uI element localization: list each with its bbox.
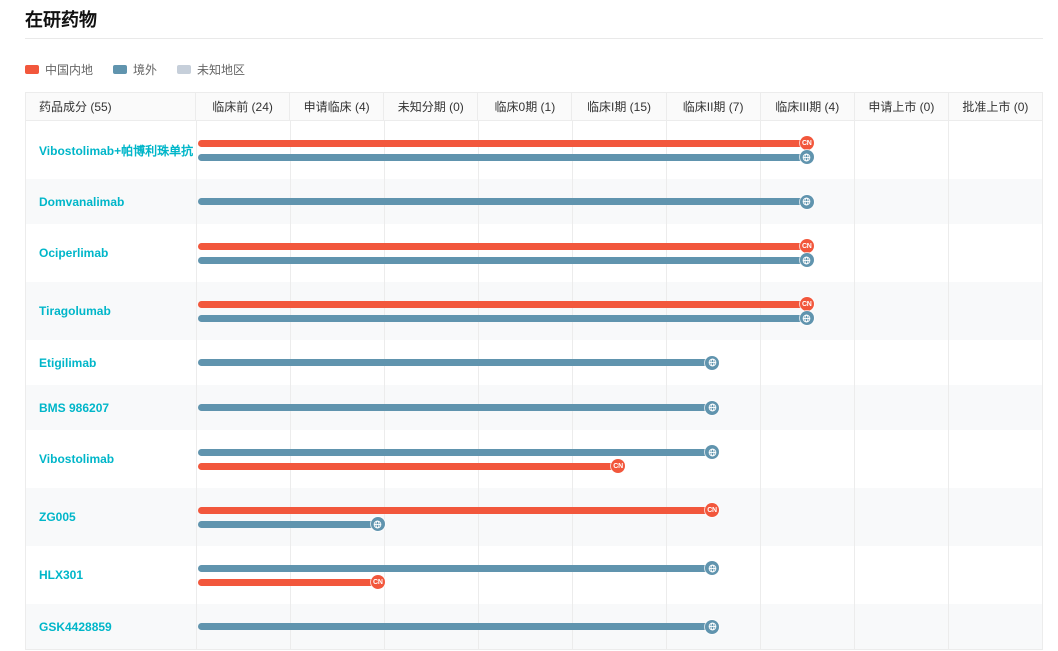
table-row: HLX301 CN [26,546,1042,604]
drug-link[interactable]: Vibostolimab [39,452,115,466]
pipeline-table: 药品成分 (55) 临床前 (24) 申请临床 (4) 未知分期 (0) 临床0期 (… [25,92,1043,650]
cn-phase-bar[interactable]: CN [198,239,814,253]
globe-icon [370,517,385,531]
drug-name-cell: Etigilimab [26,340,196,385]
table-row: ZG005 CN [26,488,1042,546]
overseas-phase-bar[interactable] [198,400,720,415]
table-body: Vibostolimab+帕博利珠单抗 CN Domvanalimab Ociperl… [26,121,1042,649]
legend-label-mainland-china: 中国内地 [45,62,94,77]
phase-column-header: 申请上市 (0) [855,93,949,120]
drug-name-cell: Vibostolimab+帕博利珠单抗 [26,121,196,179]
phase-bars-cell: CN [196,546,1042,604]
cn-phase-bar[interactable]: CN [198,459,626,473]
drug-link[interactable]: HLX301 [39,568,84,582]
globe-icon [705,355,720,370]
table-header: 药品成分 (55) 临床前 (24) 申请临床 (4) 未知分期 (0) 临床0期 (… [26,93,1042,121]
drug-link[interactable]: Etigilimab [39,355,97,370]
phase-bars-cell: CN [196,224,1042,282]
globe-icon [799,311,814,325]
overseas-phase-bar[interactable] [198,517,385,531]
phase-bars-cell: CN [196,430,1042,488]
phase-column-header: 临床前 (24) [196,93,291,120]
overseas-phase-bar[interactable] [198,311,814,325]
globe-icon [705,619,720,634]
table-row: GSK4428859 [26,604,1042,649]
overseas-phase-bar[interactable] [198,561,720,575]
phase-column-header: 临床I期 (15) [572,93,667,120]
drug-link[interactable]: Ociperlimab [39,246,109,260]
cn-phase-bar[interactable]: CN [198,136,814,150]
drug-name-cell: GSK4428859 [26,604,196,649]
drug-name-cell: HLX301 [26,546,196,604]
phase-column-header: 临床II期 (7) [667,93,761,120]
table-row: Ociperlimab CN [26,224,1042,282]
page-title: 在研药物 [25,10,97,30]
drug-link[interactable]: Vibostolimab+帕博利珠单抗 [39,143,194,158]
phase-bars-cell [196,385,1042,430]
globe-icon [799,253,814,267]
table-row: Tiragolumab CN [26,282,1042,340]
phase-bars-cell: CN [196,282,1042,340]
legend-swatch-overseas-icon [113,64,128,74]
table-row: Vibostolimab CN [26,430,1042,488]
phase-column-header: 临床III期 (4) [761,93,855,120]
drug-name-cell: BMS 986207 [26,385,196,430]
drug-name-cell: Domvanalimab [26,179,196,224]
legend-item-overseas[interactable]: 境外 [113,61,157,78]
overseas-phase-bar[interactable] [198,194,814,209]
table-row: Etigilimab [26,340,1042,385]
drug-link[interactable]: Tiragolumab [39,304,111,318]
overseas-phase-bar[interactable] [198,150,814,164]
legend-label-overseas: 境外 [133,62,158,77]
cn-badge: CN [705,503,720,517]
drug-name-cell: ZG005 [26,488,196,546]
table-row: Vibostolimab+帕博利珠单抗 CN [26,121,1042,179]
phase-bars-cell [196,179,1042,224]
table-row: BMS 986207 [26,385,1042,430]
table-row: Domvanalimab [26,179,1042,224]
legend-item-mainland-china[interactable]: 中国内地 [25,61,93,78]
phase-bars-cell [196,604,1042,649]
legend-swatch-mainland-china-icon [25,64,39,74]
phase-bars-cell [196,340,1042,385]
drug-name-cell: Vibostolimab [26,430,196,488]
globe-icon [705,561,720,575]
drug-name-cell: Tiragolumab [26,282,196,340]
drug-column-header: 药品成分 (55) [26,93,196,120]
drug-link[interactable]: GSK4428859 [39,619,112,634]
cn-badge: CN [611,459,626,473]
phase-bars-cell: CN [196,488,1042,546]
legend-item-unknown-region[interactable]: 未知地区 [177,61,245,78]
cn-badge: CN [370,575,385,589]
drug-link[interactable]: ZG005 [39,510,76,524]
legend: 中国内地 境外 未知地区 [25,61,1058,78]
overseas-phase-bar[interactable] [198,253,814,267]
drug-link[interactable]: BMS 986207 [39,400,110,415]
cn-phase-bar[interactable]: CN [198,297,814,311]
overseas-phase-bar[interactable] [198,355,720,370]
overseas-phase-bar[interactable] [198,445,720,459]
cn-phase-bar[interactable]: CN [198,503,720,517]
cn-badge: CN [799,136,814,150]
phase-bars-cell: CN [196,121,1042,179]
cn-badge: CN [799,239,814,253]
cn-phase-bar[interactable]: CN [198,575,385,589]
phase-column-header: 批准上市 (0) [962,100,1029,114]
legend-label-unknown-region: 未知地区 [197,62,246,77]
title-divider [25,38,1043,39]
phase-column-header: 未知分期 (0) [384,93,479,120]
drug-name-cell: Ociperlimab [26,224,196,282]
phase-column-header: 临床0期 (1) [478,93,573,120]
cn-badge: CN [799,297,814,311]
globe-icon [799,150,814,164]
legend-swatch-unknown-region-icon [177,64,192,74]
globe-icon [705,400,720,415]
overseas-phase-bar[interactable] [198,619,720,634]
globe-icon [705,445,720,459]
phase-column-header: 申请临床 (4) [290,93,385,120]
drug-link[interactable]: Domvanalimab [39,194,125,209]
globe-icon [799,194,814,209]
